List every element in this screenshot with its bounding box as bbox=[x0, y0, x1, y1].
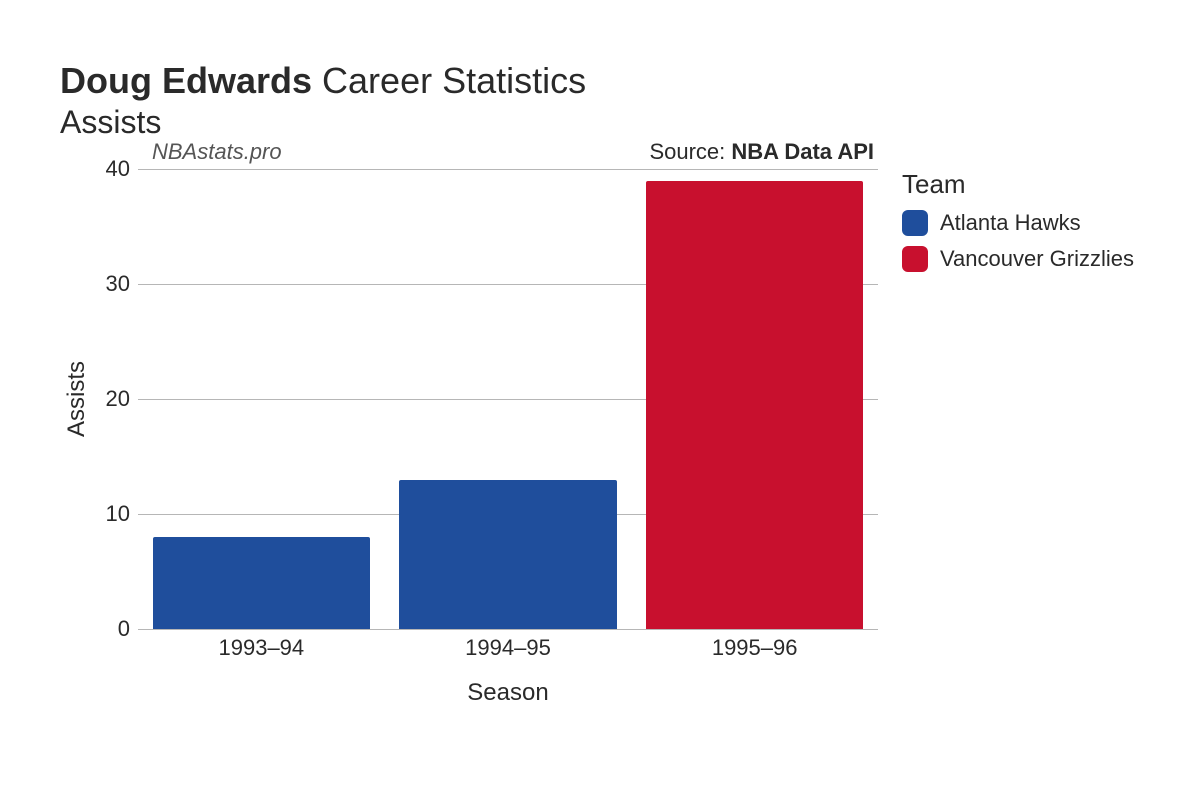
bars-layer bbox=[138, 169, 878, 629]
legend-title: Team bbox=[902, 169, 1134, 200]
watermark: NBAstats.pro bbox=[152, 139, 282, 165]
legend-items: Atlanta Hawks Vancouver Grizzlies bbox=[902, 210, 1134, 272]
bar bbox=[646, 181, 863, 630]
title-rest: Career Statistics bbox=[312, 60, 586, 101]
legend-item: Vancouver Grizzlies bbox=[902, 246, 1134, 272]
legend-item: Atlanta Hawks bbox=[902, 210, 1134, 236]
y-tick-label: 30 bbox=[106, 271, 130, 297]
y-tick-label: 10 bbox=[106, 501, 130, 527]
x-ticks: 1993–94 1994–95 1995–96 bbox=[138, 629, 878, 665]
x-axis-label: Season bbox=[138, 679, 878, 707]
legend-label: Atlanta Hawks bbox=[940, 210, 1081, 236]
y-tick-label: 40 bbox=[106, 156, 130, 182]
chart-subtitle: Assists bbox=[60, 104, 1160, 141]
source-name: NBA Data API bbox=[731, 139, 874, 164]
plot-area: NBAstats.pro Source: NBA Data API bbox=[138, 169, 878, 629]
y-axis-label-col: Assists bbox=[60, 169, 94, 629]
title-block: Doug Edwards Career Statistics Assists bbox=[60, 60, 1160, 141]
source-prefix: Source: bbox=[649, 139, 731, 164]
chart-title: Doug Edwards Career Statistics bbox=[60, 60, 1160, 102]
chart-row: Assists 010203040 NBAstats.pro Source: N… bbox=[60, 169, 1160, 629]
y-ticks: 010203040 bbox=[94, 169, 138, 629]
x-tick-label: 1993–94 bbox=[219, 635, 305, 661]
legend-label: Vancouver Grizzlies bbox=[940, 246, 1134, 272]
bar bbox=[399, 480, 616, 630]
x-tick-label: 1994–95 bbox=[465, 635, 551, 661]
legend-swatch bbox=[902, 210, 928, 236]
y-tick-label: 20 bbox=[106, 386, 130, 412]
chart-container: Doug Edwards Career Statistics Assists A… bbox=[0, 0, 1200, 800]
legend-swatch bbox=[902, 246, 928, 272]
top-labels: NBAstats.pro Source: NBA Data API bbox=[138, 139, 878, 165]
bar bbox=[153, 537, 370, 629]
y-tick-label: 0 bbox=[118, 616, 130, 642]
legend: Team Atlanta Hawks Vancouver Grizzlies bbox=[902, 169, 1134, 629]
x-tick-label: 1995–96 bbox=[712, 635, 798, 661]
source-label: Source: NBA Data API bbox=[649, 139, 874, 165]
title-bold: Doug Edwards bbox=[60, 60, 312, 101]
y-axis-label: Assists bbox=[63, 361, 91, 437]
